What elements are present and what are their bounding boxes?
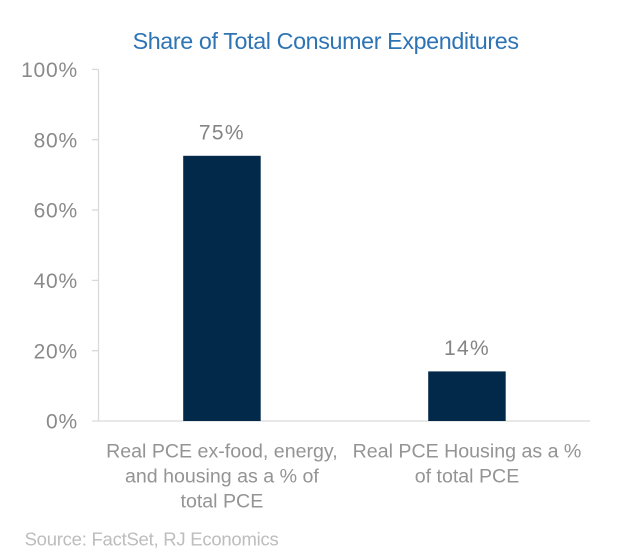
svg-text:and housing as a % of: and housing as a % of — [125, 466, 319, 488]
svg-text:Real PCE Housing as a %: Real PCE Housing as a % — [353, 441, 582, 463]
svg-text:0%: 0% — [46, 411, 78, 434]
svg-text:20%: 20% — [34, 340, 78, 363]
svg-text:Real PCE ex-food, energy,: Real PCE ex-food, energy, — [106, 441, 338, 463]
svg-text:of total PCE: of total PCE — [415, 466, 520, 488]
svg-text:total PCE: total PCE — [181, 491, 264, 513]
svg-text:14%: 14% — [444, 337, 490, 360]
svg-text:40%: 40% — [34, 270, 78, 293]
svg-text:Share of Total Consumer Expend: Share of Total Consumer Expenditures — [133, 28, 519, 54]
svg-text:75%: 75% — [199, 122, 245, 145]
svg-text:80%: 80% — [34, 129, 78, 152]
svg-text:Source: FactSet, RJ Economics: Source: FactSet, RJ Economics — [25, 528, 279, 549]
svg-text:60%: 60% — [34, 200, 78, 223]
svg-text:100%: 100% — [21, 59, 78, 82]
